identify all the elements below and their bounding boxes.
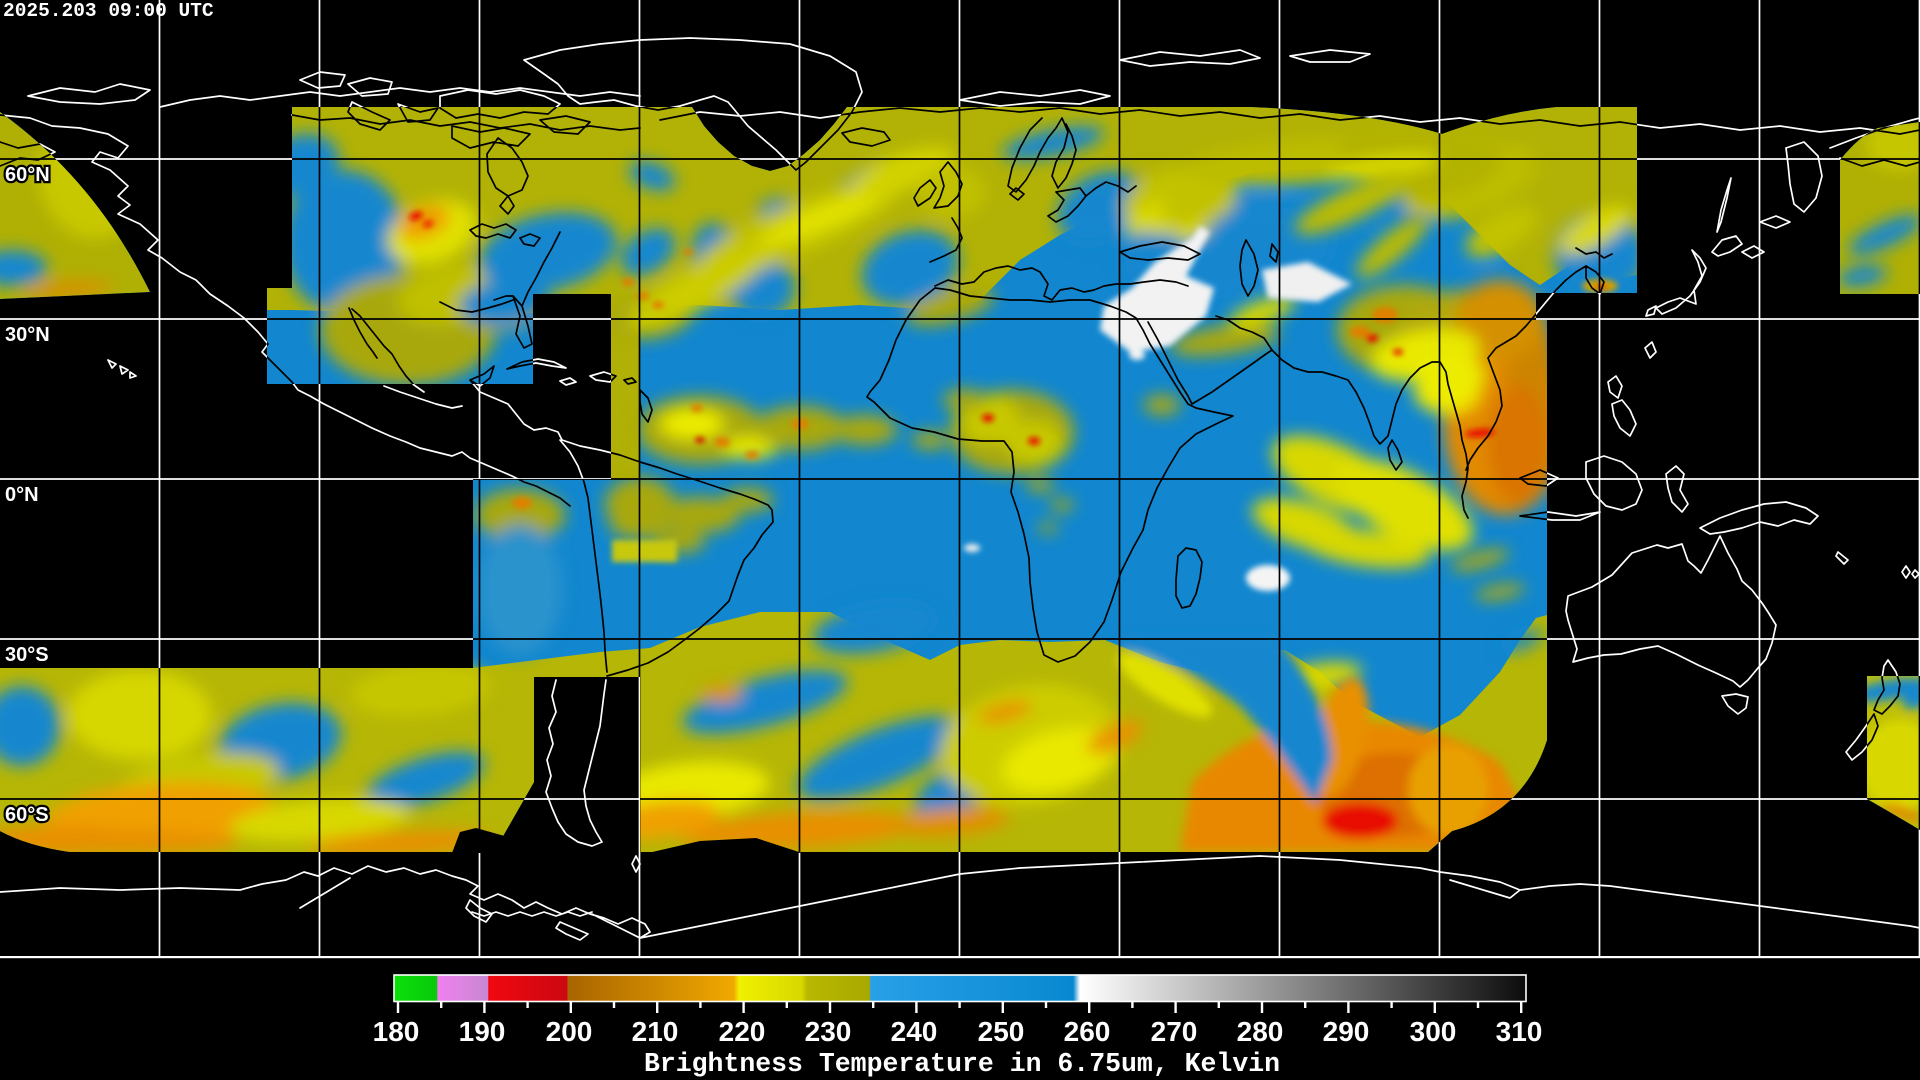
svg-text:200: 200 — [546, 1016, 593, 1047]
svg-text:310: 310 — [1496, 1016, 1543, 1047]
svg-text:220: 220 — [719, 1016, 766, 1047]
svg-text:270: 270 — [1151, 1016, 1198, 1047]
svg-text:0°N: 0°N — [5, 484, 39, 506]
svg-text:180: 180 — [373, 1016, 420, 1047]
svg-text:60°S: 60°S — [5, 804, 49, 826]
svg-text:30°S: 30°S — [5, 644, 49, 666]
svg-text:250: 250 — [978, 1016, 1025, 1047]
svg-text:Brightness Temperature in 6.75: Brightness Temperature in 6.75um, Kelvin — [644, 1049, 1280, 1079]
svg-text:60°N: 60°N — [5, 164, 50, 186]
svg-text:210: 210 — [632, 1016, 679, 1047]
svg-text:30°N: 30°N — [5, 324, 50, 346]
svg-text:280: 280 — [1237, 1016, 1284, 1047]
svg-text:300: 300 — [1410, 1016, 1457, 1047]
svg-text:2025.203 09:00 UTC: 2025.203 09:00 UTC — [3, 0, 214, 22]
svg-text:290: 290 — [1323, 1016, 1370, 1047]
svg-text:190: 190 — [459, 1016, 506, 1047]
svg-text:240: 240 — [891, 1016, 938, 1047]
svg-text:260: 260 — [1064, 1016, 1111, 1047]
svg-text:230: 230 — [805, 1016, 852, 1047]
